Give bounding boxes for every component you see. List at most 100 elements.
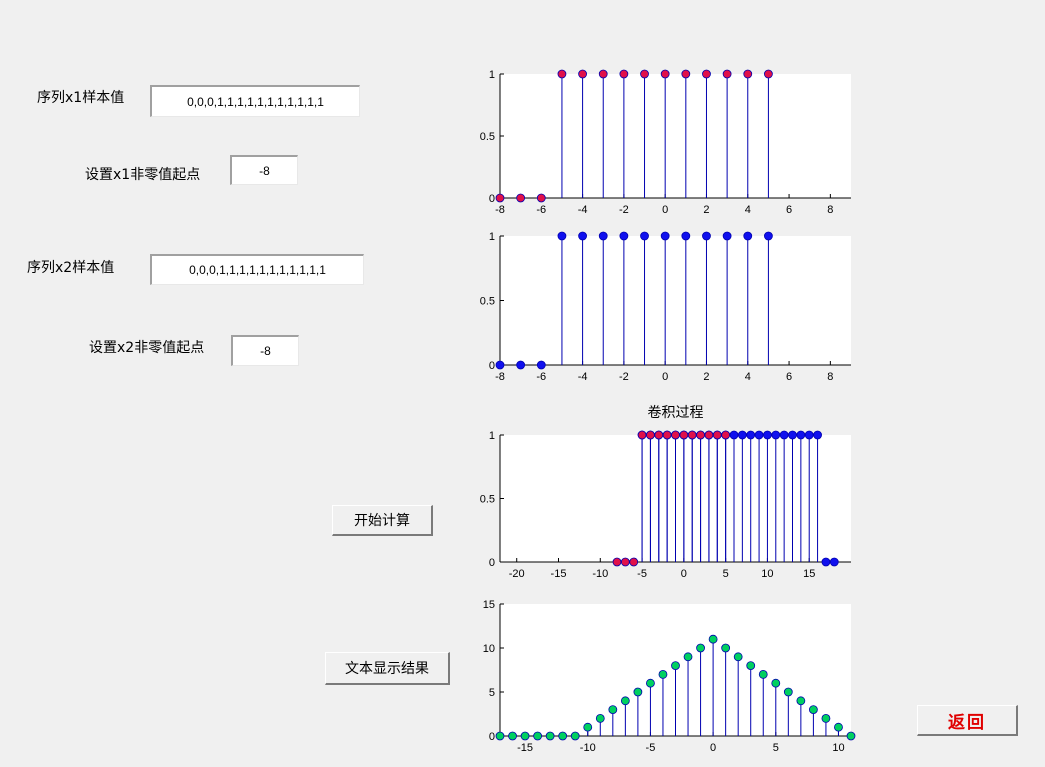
stem-point bbox=[660, 69, 670, 79]
stem-point bbox=[545, 731, 555, 741]
x-tick-label: 0 bbox=[662, 204, 668, 216]
stem-point bbox=[681, 231, 691, 241]
stem-point bbox=[808, 705, 818, 714]
x-tick-label: 10 bbox=[761, 568, 773, 580]
chart-title: 卷积过程 bbox=[648, 405, 704, 421]
x1-start-label: 设置x1非零值起点 bbox=[85, 167, 201, 183]
stem-point bbox=[557, 231, 567, 241]
stem-point bbox=[834, 722, 843, 732]
stem-point bbox=[764, 69, 773, 79]
stem-point bbox=[679, 430, 689, 440]
x-tick-label: -5 bbox=[637, 568, 647, 580]
stem-point bbox=[681, 69, 691, 79]
stem-point bbox=[746, 430, 756, 440]
stem-point bbox=[536, 360, 546, 370]
compute-button[interactable]: 开始计算 bbox=[332, 505, 433, 536]
y-tick-label: 15 bbox=[483, 599, 495, 611]
x1-values-input[interactable]: 0,0,0,1,1,1,1,1,1,1,1,1,1,1 bbox=[150, 85, 360, 117]
stem-point bbox=[570, 731, 580, 741]
stem-point bbox=[654, 430, 664, 440]
x-tick-label: -15 bbox=[551, 568, 567, 580]
x-tick-label: -8 bbox=[495, 204, 505, 216]
stem-point bbox=[646, 678, 655, 688]
stem-point bbox=[612, 557, 622, 567]
x-tick-label: 0 bbox=[681, 568, 687, 580]
x-tick-label: -10 bbox=[592, 568, 608, 580]
stem-point bbox=[704, 430, 714, 440]
stem-chart-4: -15 -10 -5 0 5 10 0 5 10 15 bbox=[483, 599, 856, 754]
stem-point bbox=[660, 231, 670, 241]
stem-point bbox=[783, 687, 793, 697]
stem-point bbox=[508, 731, 517, 741]
stem-point bbox=[702, 69, 711, 79]
back-button[interactable]: 返回 bbox=[917, 705, 1018, 736]
x1-start-input[interactable]: -8 bbox=[230, 155, 298, 185]
stem-point bbox=[796, 430, 806, 440]
stem-point bbox=[721, 643, 731, 653]
x2-values-input[interactable]: 0,0,0,1,1,1,1,1,1,1,1,1,1,1 bbox=[150, 254, 364, 285]
y-tick-label: 0 bbox=[489, 557, 495, 569]
y-tick-label: 10 bbox=[483, 643, 495, 655]
stem-point bbox=[746, 661, 756, 670]
stem-point bbox=[598, 69, 608, 79]
x-tick-label: 15 bbox=[803, 568, 815, 580]
x-tick-label: -4 bbox=[578, 371, 588, 383]
x-tick-label: 8 bbox=[827, 371, 833, 383]
x2-start-input[interactable]: -8 bbox=[231, 335, 299, 366]
y-tick-label: 0 bbox=[489, 193, 495, 205]
stem-point bbox=[558, 731, 568, 741]
stem-point bbox=[683, 652, 693, 662]
stem-point bbox=[758, 670, 768, 679]
y-tick-label: 5 bbox=[489, 687, 495, 699]
stem-chart-1: -8 -6 -4 -2 0 2 4 6 8 0 0.5 1 bbox=[480, 69, 851, 216]
stem-point bbox=[821, 714, 831, 723]
stem-point bbox=[721, 430, 731, 440]
x-tick-label: 6 bbox=[786, 204, 792, 216]
stem-point bbox=[821, 557, 831, 567]
stem-point bbox=[598, 231, 608, 241]
stem-chart-2: -8 -6 -4 -2 0 2 4 6 8 0 0.5 1 bbox=[480, 231, 851, 383]
stem-point bbox=[520, 731, 530, 741]
x2-start-label: 设置x2非零值起点 bbox=[89, 340, 205, 356]
stem-point bbox=[722, 69, 732, 79]
x-tick-label: -8 bbox=[495, 371, 505, 383]
stem-point bbox=[620, 696, 630, 706]
stem-point bbox=[722, 231, 732, 241]
stem-point bbox=[671, 661, 680, 670]
stem-point bbox=[620, 557, 630, 567]
plot-area bbox=[500, 236, 851, 365]
y-tick-label: 1 bbox=[489, 69, 495, 81]
stem-point bbox=[712, 430, 722, 440]
stem-point bbox=[578, 69, 587, 79]
stem-point bbox=[743, 69, 753, 79]
stem-point bbox=[796, 696, 806, 706]
stem-point bbox=[557, 69, 567, 79]
stem-point bbox=[813, 430, 822, 440]
stem-point bbox=[578, 231, 587, 241]
x2-values-label: 序列x2样本值 bbox=[27, 260, 115, 276]
x-tick-label: 6 bbox=[786, 371, 792, 383]
x-tick-label: -6 bbox=[536, 371, 546, 383]
x-tick-label: 5 bbox=[773, 742, 779, 754]
stem-point bbox=[708, 634, 718, 644]
stem-point bbox=[729, 430, 739, 440]
stem-point bbox=[516, 360, 526, 370]
stem-point bbox=[846, 731, 856, 741]
stem-point bbox=[804, 430, 814, 440]
x-tick-label: 0 bbox=[710, 742, 716, 754]
y-tick-label: 0 bbox=[489, 731, 495, 743]
x-tick-label: 5 bbox=[723, 568, 729, 580]
stem-point bbox=[702, 231, 711, 241]
y-tick-label: 0.5 bbox=[480, 131, 495, 143]
y-tick-label: 0.5 bbox=[480, 494, 495, 506]
x-tick-label: -10 bbox=[580, 742, 596, 754]
stem-point bbox=[733, 652, 743, 662]
stem-point bbox=[771, 678, 781, 688]
stem-point bbox=[516, 193, 526, 203]
stem-point bbox=[637, 430, 647, 440]
x-tick-label: -15 bbox=[517, 742, 533, 754]
show-text-result-button[interactable]: 文本显示结果 bbox=[325, 652, 450, 685]
stem-point bbox=[640, 231, 649, 241]
stem-point bbox=[595, 714, 605, 723]
